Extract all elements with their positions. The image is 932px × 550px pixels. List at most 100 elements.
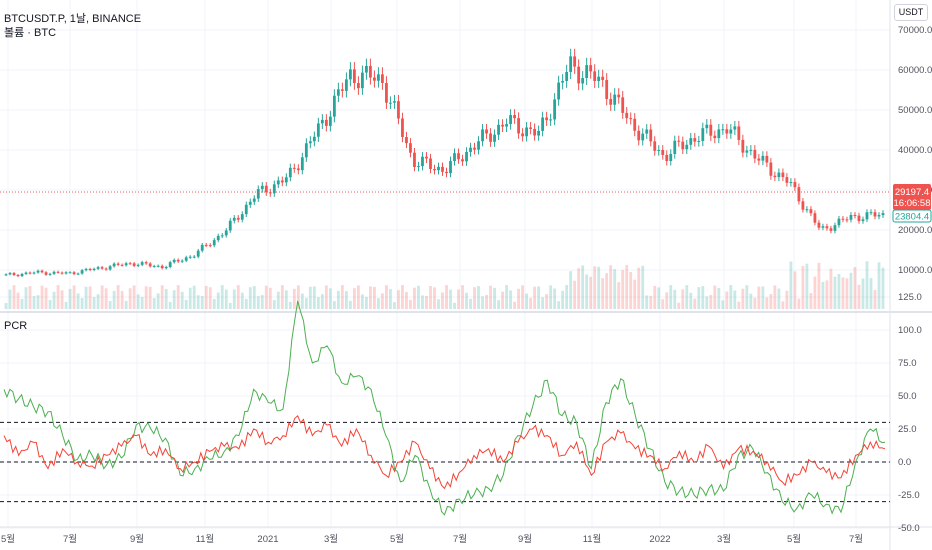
candle-body [869,212,873,214]
volume-bar [837,273,841,309]
x-tick-label: 3월 [717,533,731,545]
candle-body [545,117,549,121]
secondary-price-value: 23804.4 [895,212,929,223]
volume-bars [4,261,885,309]
last-price-badge: 29197.4 16:06:58 [893,184,931,210]
candle-body [172,259,176,263]
x-tick-label: 5월 [787,533,801,545]
candle-body [240,214,244,220]
volume-bar [36,295,40,309]
candle-body [361,72,364,89]
volume-bar [116,285,120,309]
candle-body [473,147,476,150]
candle-body [36,270,40,273]
volume-bar [228,302,232,309]
volume-bar [749,293,753,309]
candle-body [160,265,164,269]
candle-body [585,65,589,79]
volume-bar [581,265,585,309]
volume-bar [164,288,168,309]
volume-bar [477,286,480,309]
volume-bar [785,290,789,309]
volume-bar [144,286,148,309]
volume-bar [32,296,36,309]
volume-bar [4,303,8,309]
candle-body [605,79,609,100]
candle-body [813,213,817,223]
pcr-tick-label: 100.0 [898,325,922,336]
candle-body [541,117,545,131]
candle-body [725,129,729,134]
candle-body [284,177,288,183]
candle-body [164,266,168,269]
candle-body [505,124,508,127]
volume-bar [232,289,236,309]
candle-body [40,270,44,273]
candle-body [316,123,320,137]
volume-bar [156,293,160,309]
volume-bar [296,285,300,309]
volume-bar [84,286,88,309]
volume-bar [425,295,428,309]
candle-body [629,118,633,120]
candle-body [365,65,368,73]
candle-body [829,228,833,231]
candle-body [180,260,184,262]
volume-bar [725,291,729,309]
candle-body [501,124,504,127]
candle-body [785,177,789,183]
candle-body [352,69,356,84]
candle-body [272,184,276,194]
candle-body [92,268,96,270]
x-tick-label: 2022 [649,534,670,545]
candle-body [489,133,492,142]
volume-bar [865,261,869,309]
volume-bar [312,286,316,309]
candle-body [677,140,681,142]
volume-bar [597,266,601,309]
candle-body [617,94,621,98]
volume-bar [833,276,837,309]
candle-body [52,271,56,274]
volume-bar [841,277,845,309]
candle-body [877,215,881,217]
volume-bar [361,294,364,309]
candle-body [789,182,793,184]
volume-bar [677,302,681,309]
volume-bar [20,298,24,309]
candle-body [397,101,400,119]
candle-body [104,268,108,270]
volume-bar [517,288,520,309]
volume-bar [204,285,208,309]
candle-body [312,136,316,142]
volume-bar [397,290,400,309]
volume-bar [8,289,12,309]
candle-body [461,159,464,162]
volume-bar [369,286,372,309]
volume-bar [497,300,500,309]
volume-bar [693,298,697,309]
candle-body [853,215,857,217]
candle-body [549,119,553,121]
volume-bar [793,271,797,309]
volume-bar [292,288,296,309]
candle-body [292,167,296,169]
volume-bar [877,262,881,309]
volume-bar [753,297,757,309]
volume-bar [653,285,657,309]
candle-body [252,198,256,202]
candle-body [709,124,713,136]
candle-body [597,76,601,82]
volume-bar [461,285,464,309]
volume-bar [377,298,380,309]
candle-body [609,99,613,105]
volume-bar [332,301,336,309]
candle-body [485,129,488,134]
candle-body [425,156,428,159]
volume-bar [184,299,188,309]
grid-lines [0,0,890,529]
currency-button[interactable]: USDT [894,4,928,21]
candle-body [264,185,268,193]
candle-body [557,82,561,100]
candle-body [124,263,128,266]
